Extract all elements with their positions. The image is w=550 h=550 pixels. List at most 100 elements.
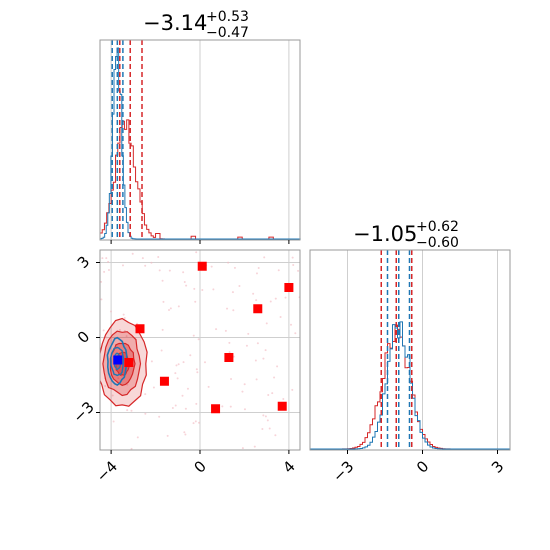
scatter-sample-point bbox=[189, 354, 192, 357]
scatter-sample-point bbox=[262, 414, 265, 417]
scatter-sample-point bbox=[198, 421, 201, 424]
scatter-red-marker-6 bbox=[159, 376, 169, 386]
scatter-sample-point bbox=[175, 364, 178, 367]
scatter-sample-point bbox=[230, 378, 233, 381]
scatter-blue-marker bbox=[113, 355, 123, 365]
hist1-grid bbox=[110, 40, 290, 240]
scatter-red-marker-3 bbox=[135, 324, 145, 334]
scatter-blue-contour-outer bbox=[106, 336, 128, 386]
scatter-sample-point bbox=[122, 313, 125, 316]
scatter-xtick-label-0: −4 bbox=[93, 457, 121, 485]
scatter-sample-point bbox=[227, 261, 230, 264]
hist2-title: −1.05 +0.62 −0.60 bbox=[353, 219, 459, 251]
scatter-sample-point bbox=[171, 407, 174, 410]
scatter-sample-point bbox=[192, 334, 195, 337]
scatter-sample-point bbox=[117, 377, 120, 380]
scatter-red-marker-4 bbox=[224, 353, 234, 362]
scatter-sample-point bbox=[176, 377, 179, 380]
scatter-sample-point bbox=[255, 272, 258, 275]
scatter-sample-point bbox=[184, 433, 187, 436]
scatter-red-marker-7 bbox=[277, 401, 287, 411]
hist2-xtick-label-1: 0 bbox=[413, 457, 432, 476]
scatter-sample-point bbox=[182, 361, 185, 364]
scatter-sample-point bbox=[174, 372, 177, 375]
scatter-sample-point bbox=[186, 387, 189, 390]
scatter-sample-point bbox=[267, 393, 270, 396]
scatter-sample-point bbox=[182, 271, 185, 274]
scatter-sample-point bbox=[131, 252, 134, 255]
scatter-sample-point bbox=[243, 383, 246, 386]
scatter-sample-point bbox=[168, 308, 171, 311]
scatter-sample-point bbox=[273, 376, 276, 379]
scatter-sample-point bbox=[169, 307, 172, 310]
scatter-ticks bbox=[96, 262, 290, 454]
scatter-x-tick-labels: −4 0 4 bbox=[93, 457, 299, 485]
scatter-sample-point bbox=[123, 316, 126, 319]
scatter-sample-point bbox=[194, 300, 197, 303]
scatter-sample-point bbox=[201, 289, 204, 292]
scatter-sample-point bbox=[264, 415, 267, 418]
scatter-sample-point bbox=[177, 305, 180, 308]
scatter-sample-point bbox=[158, 269, 161, 272]
scatter-sample-point bbox=[276, 365, 279, 368]
scatter-sample-point bbox=[229, 405, 232, 408]
scatter-sample-point bbox=[150, 360, 153, 363]
scatter-sample-point bbox=[257, 266, 260, 269]
scatter-sample-point bbox=[294, 332, 297, 335]
scatter-ytick-label-1: 0 bbox=[74, 327, 93, 346]
scatter-panel: −4 0 4 −3 0 3 bbox=[69, 249, 301, 486]
scatter-sample-point bbox=[111, 394, 114, 397]
scatter-sample-point bbox=[136, 322, 139, 325]
scatter-sample-point bbox=[112, 420, 115, 423]
scatter-sample-point bbox=[271, 392, 274, 395]
scatter-red-marker-1 bbox=[284, 283, 294, 292]
scatter-sample-point bbox=[282, 398, 285, 401]
scatter-blue-contour-2 bbox=[110, 346, 125, 377]
hist2-ticks bbox=[347, 450, 498, 454]
scatter-sample-point bbox=[226, 307, 229, 310]
scatter-sample-point bbox=[263, 256, 266, 259]
scatter-sample-point bbox=[221, 405, 224, 408]
scatter-sample-point bbox=[241, 390, 244, 393]
scatter-sample-point bbox=[107, 269, 110, 272]
scatter-sample-point bbox=[105, 257, 108, 260]
scatter-sample-point bbox=[195, 251, 198, 254]
scatter-sample-point bbox=[195, 368, 198, 371]
scatter-sample-point bbox=[144, 393, 147, 396]
scatter-y-tick-labels: −3 0 3 bbox=[69, 252, 97, 426]
hist2-title-sub: −0.60 bbox=[416, 235, 459, 251]
hist2-x-tick-labels: −3 0 3 bbox=[329, 457, 507, 485]
scatter-sample-point bbox=[181, 394, 184, 397]
scatter-sample-point bbox=[279, 315, 282, 318]
scatter-sample-point bbox=[168, 269, 171, 272]
scatter-sample-point bbox=[136, 436, 139, 439]
scatter-sample-point bbox=[183, 431, 186, 434]
hist1-title-sup: +0.53 bbox=[206, 9, 249, 25]
scatter-sample-point bbox=[194, 420, 197, 423]
hist2-title-sup: +0.62 bbox=[416, 219, 459, 235]
scatter-red-marker-8 bbox=[211, 404, 221, 414]
hist2-grid bbox=[347, 250, 498, 450]
scatter-sample-point bbox=[103, 270, 106, 273]
scatter-sample-point bbox=[184, 407, 187, 410]
hist2-blue-series bbox=[310, 321, 510, 450]
scatter-sample-point bbox=[228, 351, 231, 354]
scatter-sample-point bbox=[101, 257, 104, 260]
scatter-sample-point bbox=[243, 408, 246, 411]
scatter-sample-point bbox=[290, 323, 293, 326]
hist2-xtick-label-0: −3 bbox=[329, 457, 357, 485]
scatter-sample-point bbox=[253, 445, 256, 448]
scatter-sample-point bbox=[252, 292, 255, 295]
scatter-sample-point bbox=[144, 412, 147, 415]
scatter-sample-point bbox=[183, 280, 186, 283]
scatter-sample-point bbox=[152, 386, 155, 389]
scatter-sample-point bbox=[269, 300, 272, 303]
scatter-sample-point bbox=[195, 402, 198, 405]
scatter-sample-point bbox=[121, 264, 124, 267]
scatter-sample-point bbox=[130, 447, 133, 450]
scatter-red-marker-5 bbox=[124, 358, 134, 367]
hist2-frame bbox=[309, 249, 511, 451]
scatter-content bbox=[100, 251, 300, 450]
scatter-sample-point bbox=[255, 378, 258, 381]
